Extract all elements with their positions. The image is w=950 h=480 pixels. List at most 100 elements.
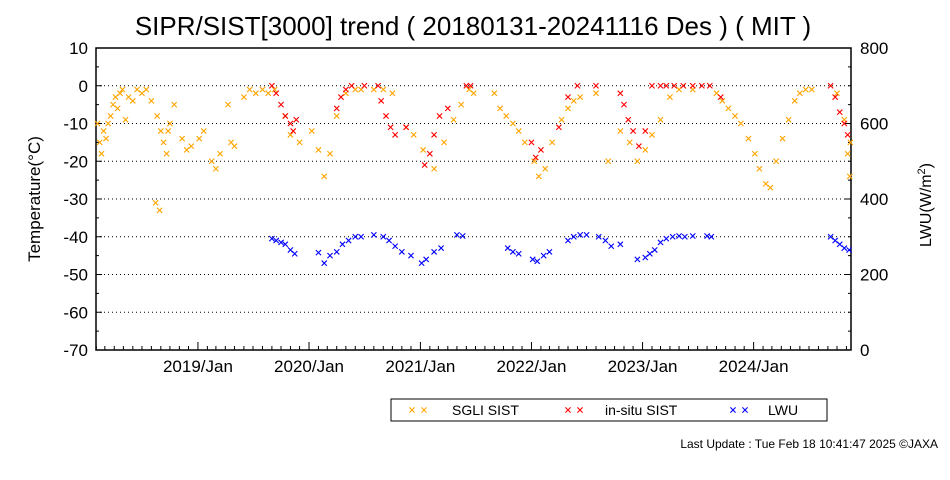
data-point [143, 86, 150, 93]
legend-marker [577, 407, 583, 413]
data-point [529, 256, 536, 263]
right-y-tick-label: 400 [860, 190, 888, 209]
data-point [531, 158, 538, 165]
data-point [240, 94, 247, 101]
x-axis: 2019/Jan 2020/Jan 2021/Jan 2022/Jan 2023/Jan… [95, 342, 847, 376]
data-point [389, 90, 396, 97]
data-point [546, 248, 553, 255]
legend-label: SGLI SIST [452, 402, 519, 418]
data-point [648, 82, 655, 89]
data-point [503, 112, 510, 119]
data-point [836, 109, 843, 116]
data-point [570, 97, 577, 104]
legend-item: LWU [730, 402, 798, 418]
data-point [337, 94, 344, 101]
data-point [762, 180, 769, 187]
data-point [642, 254, 649, 261]
data-point [200, 128, 207, 135]
data-point [134, 86, 141, 93]
data-point [166, 120, 173, 127]
data-point [635, 143, 642, 150]
data-point [834, 90, 840, 97]
data-point [535, 173, 542, 180]
data-point [431, 131, 438, 138]
data-point [565, 237, 571, 244]
data-point [375, 82, 382, 89]
legend-label: in-situ SIST [605, 402, 678, 418]
x-tick-label: 2020/Jan [274, 357, 344, 376]
legend-marker [565, 407, 571, 413]
data-point [602, 237, 609, 244]
data-point [327, 252, 334, 259]
data-point [646, 250, 653, 257]
data-point [779, 135, 786, 142]
data-point [458, 101, 465, 108]
data-point [595, 233, 602, 240]
data-point [398, 248, 405, 255]
data-point [333, 248, 340, 255]
legend-marker [730, 407, 736, 413]
data-point [648, 131, 655, 138]
data-point [117, 90, 124, 97]
data-point [154, 112, 161, 119]
data-point [418, 260, 425, 267]
data-point [403, 124, 410, 131]
right-y-axis: 800 600 400 200 0 [845, 39, 888, 360]
legend: SGLI SIST in-situ SIST LWU [390, 398, 828, 422]
data-point [467, 82, 474, 89]
data-point [163, 150, 170, 157]
data-point [441, 139, 448, 146]
data-point [103, 135, 110, 142]
data-point [608, 243, 615, 250]
data-point [431, 248, 438, 255]
data-point [666, 94, 673, 101]
data-point [225, 101, 232, 108]
data-point [352, 233, 359, 240]
data-point [706, 82, 713, 89]
data-point [555, 124, 562, 131]
data-point [148, 97, 155, 104]
right-axis-label-sup: 2 [916, 168, 928, 174]
data-point [681, 233, 688, 240]
left-y-tick-label: -60 [63, 303, 88, 322]
legend-item: in-situ SIST [565, 402, 678, 418]
data-point [846, 173, 853, 180]
data-point [509, 248, 516, 255]
right-axis-label: LWU(W/m2) [916, 163, 935, 247]
data-point [663, 82, 670, 89]
data-point [327, 150, 334, 157]
data-point [515, 250, 522, 257]
legend-marker [742, 407, 748, 413]
data-point [179, 135, 186, 142]
data-point [273, 237, 280, 244]
data-point [756, 165, 763, 172]
data-point [308, 128, 315, 135]
data-point [358, 233, 365, 240]
data-point [122, 116, 129, 123]
data-point [282, 112, 289, 119]
data-point [737, 120, 744, 127]
data-point [767, 184, 774, 191]
data-point [252, 90, 259, 97]
data-point [290, 128, 297, 135]
data-point [383, 112, 389, 119]
data-point [663, 235, 670, 242]
data-point [321, 260, 328, 267]
right-y-tick-label: 200 [860, 266, 888, 285]
data-point [669, 233, 676, 240]
data-point [745, 135, 752, 142]
data-point [592, 90, 599, 97]
data-point [315, 249, 322, 256]
data-point [626, 139, 633, 146]
data-point [282, 241, 289, 248]
data-point [463, 82, 470, 89]
data-point [844, 131, 851, 138]
data-point [370, 231, 377, 238]
data-point [521, 139, 528, 146]
data-point [844, 150, 851, 157]
left-y-tick-label: -30 [63, 190, 88, 209]
data-point [466, 86, 473, 93]
x-tick-label: 2019/Jan [163, 357, 233, 376]
last-update-text: Last Update : Tue Feb 18 10:41:47 2025 ©… [680, 437, 938, 451]
data-point [847, 139, 854, 146]
